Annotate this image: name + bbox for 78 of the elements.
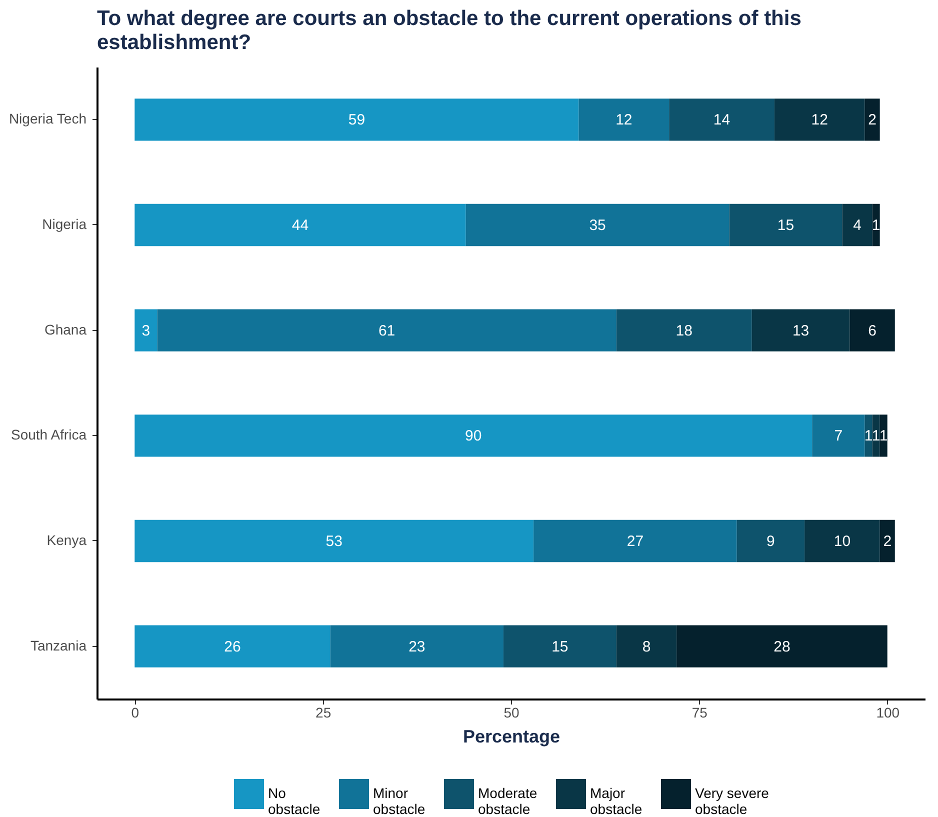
bar	[616, 309, 752, 352]
bar	[466, 204, 730, 246]
bar	[134, 98, 579, 141]
data-label: 53	[326, 533, 342, 550]
bar	[676, 625, 888, 668]
bar	[872, 204, 880, 246]
x-tick-label: 25	[316, 704, 332, 720]
legend-label: Moderate obstacle	[478, 785, 538, 817]
bar	[134, 625, 330, 668]
chart-title: To what degree are courts an obstacle to the current operations of this establishment?	[97, 7, 802, 54]
x-tick-label: 0	[131, 704, 140, 720]
x-axis-title: Percentage	[462, 726, 560, 746]
bar	[774, 98, 865, 141]
y-tick-label: Tanzania	[30, 637, 87, 654]
legend-label: Minor obstacle	[373, 785, 426, 817]
bar	[864, 414, 872, 457]
x-tick-label: 50	[504, 704, 520, 720]
data-label: 61	[378, 322, 396, 340]
bar	[134, 520, 534, 562]
bar	[616, 625, 677, 668]
data-label: 13	[792, 322, 810, 340]
data-label: 90	[465, 428, 482, 445]
data-label: 1	[879, 428, 888, 445]
y-tick-label: Nigeria	[42, 216, 87, 232]
data-label: 8	[642, 638, 651, 656]
bar	[669, 98, 774, 141]
data-label: 15	[552, 638, 568, 656]
bar	[880, 520, 895, 562]
bar	[812, 414, 865, 457]
y-tick-label: Nigeria Tech	[8, 110, 86, 127]
bar	[578, 98, 670, 141]
data-label: 59	[348, 112, 366, 129]
data-label: 12	[811, 112, 828, 129]
data-label: 15	[777, 217, 794, 234]
data-label: 14	[713, 112, 730, 129]
bar	[534, 520, 737, 562]
bar	[729, 204, 842, 246]
data-label: 12	[616, 112, 632, 129]
data-label: 23	[408, 638, 426, 656]
bar	[804, 520, 880, 562]
bar	[157, 309, 616, 352]
data-label: 9	[766, 533, 775, 550]
data-label: 2	[883, 533, 892, 550]
y-tick-label: South Africa	[11, 426, 87, 443]
bar	[330, 625, 504, 668]
data-label: 27	[626, 533, 644, 550]
data-label: 4	[853, 217, 862, 234]
data-label: 3	[142, 322, 150, 340]
y-tick-label: Ghana	[44, 321, 87, 338]
data-label: 10	[834, 533, 851, 550]
x-tick-label: 100	[876, 704, 900, 720]
data-label: 44	[292, 217, 309, 234]
legend-label: Major obstacle	[590, 785, 642, 817]
bar	[850, 309, 895, 352]
bar	[872, 414, 880, 457]
data-label: 1	[872, 217, 880, 234]
data-label: 1	[872, 428, 880, 445]
bar	[134, 204, 466, 246]
data-label: 26	[224, 638, 241, 656]
legend-label: No obstacle	[268, 785, 320, 817]
data-label: 7	[834, 428, 843, 445]
data-label: 28	[774, 638, 790, 656]
bar	[880, 414, 888, 457]
bar	[134, 414, 812, 457]
bar	[736, 520, 805, 562]
bar	[842, 204, 872, 246]
data-label: 1	[864, 428, 873, 445]
bar	[752, 309, 850, 352]
bar	[864, 98, 880, 141]
data-label: 2	[868, 112, 876, 129]
data-label: 18	[676, 322, 692, 340]
bar	[134, 309, 158, 352]
legend-label: Very severe obstacle	[695, 785, 770, 817]
y-tick-label: Kenya	[46, 532, 87, 548]
x-tick-label: 75	[692, 704, 708, 720]
data-label: 35	[589, 217, 606, 234]
data-label: 6	[868, 322, 876, 340]
bar	[503, 625, 616, 668]
